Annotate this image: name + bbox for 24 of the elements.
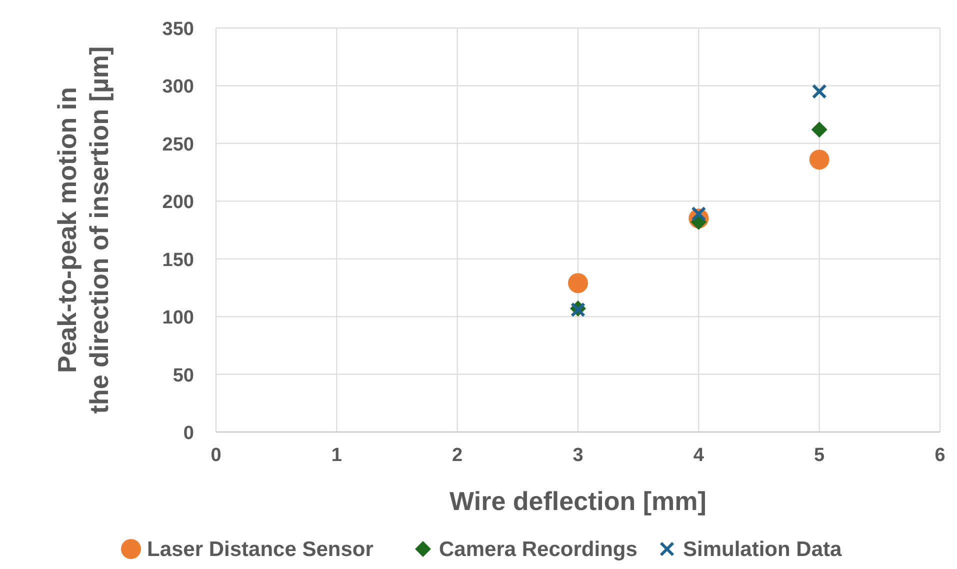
point [568,273,588,294]
x-tick-label: 0 [210,445,222,466]
y-tick-label: 50 [172,365,194,386]
x-tick-label: 5 [814,445,826,466]
x-tick-label: 4 [693,445,704,466]
x-tick-label: 1 [331,445,342,466]
x-tick-label: 3 [572,445,584,466]
y-tick-label: 250 [162,134,194,156]
x-tick-label: 2 [452,445,463,466]
y-tick-label: 300 [162,76,194,98]
y-tick-label: 100 [162,308,194,329]
point [812,84,827,99]
point [811,122,828,138]
y-tick-label: 0 [183,423,194,444]
x-axis-title: Wire deflection [mm] [450,486,706,516]
legend-label: Laser Distance Sensor [147,538,374,561]
y-tick-label: 150 [162,250,194,271]
point [809,150,830,170]
y-axis-title: Peak-to-peak motion in the direction of insertion [µm] [52,46,114,414]
legend-label: Camera Recordings [439,538,638,561]
y-tick-label: 350 [162,19,194,40]
legend-label: Simulation Data [683,538,842,561]
x-tick-label: 6 [934,445,946,466]
y-tick-label: 200 [162,192,194,214]
